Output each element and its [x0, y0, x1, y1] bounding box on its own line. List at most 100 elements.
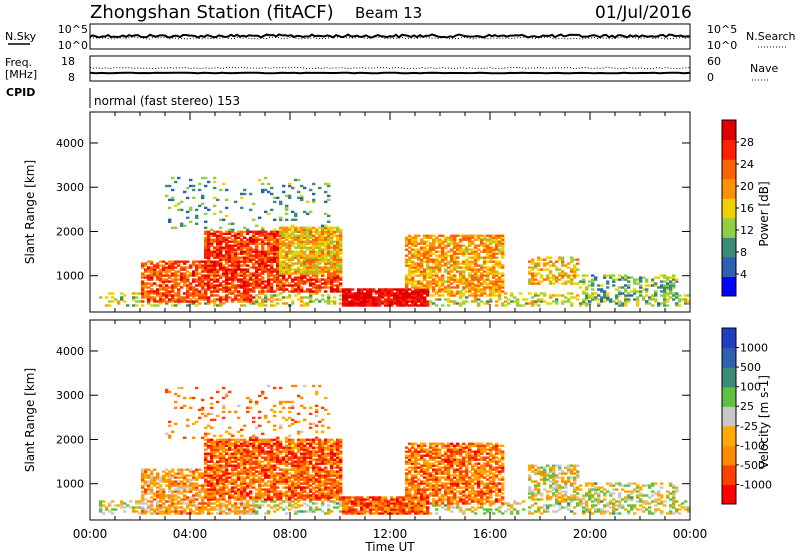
echo-cell	[165, 262, 169, 265]
echo-cell	[279, 278, 283, 281]
echo-cell	[309, 292, 313, 295]
echo-cell	[252, 236, 256, 239]
echo-cell	[252, 242, 256, 245]
echo-cell	[186, 280, 190, 283]
echo-cell	[243, 490, 247, 493]
echo-cell	[216, 280, 220, 283]
echo-cell	[318, 270, 322, 273]
echo-cell	[276, 446, 280, 449]
echo-cell	[294, 470, 298, 473]
echo-cell	[498, 264, 502, 267]
echo-cell	[429, 250, 433, 253]
echo-cell	[207, 242, 211, 245]
echo-cell	[279, 284, 283, 287]
echo-cell	[183, 404, 187, 408]
echo-cell	[369, 294, 373, 297]
echo-cell	[669, 280, 673, 283]
echo-cell	[336, 288, 340, 291]
echo-cell	[225, 268, 229, 271]
echo-cell	[258, 416, 262, 420]
echo-cell	[282, 302, 286, 305]
echo-cell	[225, 278, 229, 281]
echo-cell	[177, 284, 181, 287]
echo-cell	[459, 302, 463, 305]
echo-cell	[324, 270, 328, 273]
echo-cell	[585, 288, 589, 291]
echo-cell	[339, 266, 343, 269]
date-label: 01/Jul/2016	[595, 3, 692, 23]
echo-cell	[276, 480, 280, 483]
echo-cell	[258, 274, 262, 277]
echo-cell	[291, 226, 295, 229]
echo-cell	[627, 292, 631, 295]
echo-cell	[255, 462, 259, 465]
echo-cell	[222, 406, 226, 410]
echo-cell	[582, 290, 586, 293]
echo-cell	[288, 290, 292, 293]
echo-cell	[141, 264, 145, 267]
echo-cell	[312, 422, 316, 426]
echo-cell	[387, 304, 391, 307]
echo-cell	[228, 440, 232, 443]
echo-cell	[351, 292, 355, 295]
echo-cell	[120, 298, 124, 301]
echo-cell	[327, 230, 331, 233]
echo-cell	[117, 300, 121, 303]
echo-cell	[204, 468, 208, 471]
echo-cell	[318, 258, 322, 261]
echo-cell	[378, 288, 382, 291]
echo-cell	[255, 446, 259, 449]
echo-cell	[225, 246, 229, 249]
echo-cell	[204, 254, 208, 257]
echo-cell	[297, 286, 301, 289]
echo-cell	[303, 466, 307, 469]
echo-cell	[621, 278, 625, 281]
echo-cell	[234, 238, 238, 241]
colorbar-tick-label: 8	[740, 246, 747, 259]
echo-cell	[210, 466, 214, 469]
echo-cell	[363, 296, 367, 299]
echo-cell	[384, 298, 388, 301]
echo-cell	[480, 276, 484, 279]
echo-cell	[147, 506, 151, 509]
echo-cell	[249, 248, 253, 251]
echo-cell	[234, 244, 238, 247]
echo-cell	[162, 300, 166, 303]
echo-cell	[348, 288, 352, 291]
echo-cell	[303, 510, 307, 513]
echo-cell	[543, 258, 547, 261]
echo-cell	[183, 276, 187, 279]
echo-cell	[294, 476, 298, 479]
echo-cell	[141, 478, 145, 481]
echo-cell	[258, 444, 262, 447]
echo-cell	[147, 294, 151, 297]
echo-cell	[282, 278, 286, 281]
echo-cell	[495, 238, 499, 241]
echo-cell	[159, 492, 163, 495]
echo-cell	[414, 236, 418, 239]
echo-cell	[486, 282, 490, 285]
echo-cell	[318, 284, 322, 287]
echo-cell	[636, 282, 640, 285]
echo-cell	[582, 302, 586, 305]
echo-cell	[231, 298, 235, 301]
echo-cell	[111, 508, 115, 511]
echo-cell	[186, 210, 190, 214]
echo-cell	[141, 472, 145, 475]
echo-cell	[183, 190, 187, 194]
echo-cell	[324, 240, 328, 243]
echo-cell	[267, 494, 271, 497]
echo-cell	[309, 260, 313, 263]
echo-cell	[450, 242, 454, 245]
echo-cell	[321, 260, 325, 263]
echo-cell	[249, 492, 253, 495]
echo-cell	[270, 232, 274, 235]
echo-cell	[324, 254, 328, 257]
echo-cell	[498, 262, 502, 265]
echo-cell	[168, 286, 172, 289]
echo-cell	[393, 292, 397, 295]
echo-cell	[213, 246, 217, 249]
echo-cell	[276, 258, 280, 261]
echo-cell	[255, 498, 259, 501]
echo-cell	[603, 300, 607, 303]
